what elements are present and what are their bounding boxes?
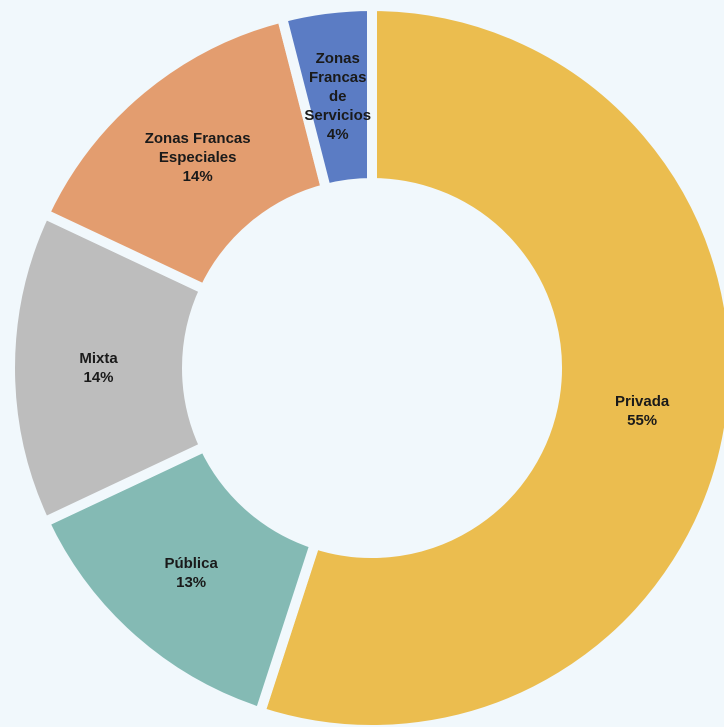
slice-label-box: Privada 55% xyxy=(597,351,687,471)
category-label: Pública xyxy=(164,555,218,573)
donut-slice xyxy=(253,0,724,727)
donut-slice xyxy=(5,207,212,529)
donut-slice xyxy=(37,440,322,719)
donut-slice xyxy=(275,0,377,195)
slice-label-box: Zonas Francas de Servicios 4% xyxy=(303,37,373,157)
slice-label-box: Pública 13% xyxy=(146,513,236,633)
value-label: 4% xyxy=(326,126,349,144)
value-label: 13% xyxy=(176,574,207,592)
category-label: Zonas Francas Especiales xyxy=(144,129,251,166)
category-label: Zonas Francas de Servicios xyxy=(304,50,372,125)
category-label: Privada xyxy=(615,392,670,410)
slice-label-box: Mixta 14% xyxy=(54,308,144,428)
donut-slice xyxy=(37,11,333,296)
category-label: Mixta xyxy=(79,350,118,367)
value-label: 14% xyxy=(83,369,114,386)
slice-label-box: Zonas Francas Especiales 14% xyxy=(128,97,268,217)
slice-label: Mixta 14% xyxy=(54,308,144,428)
value-label: 14% xyxy=(182,167,213,185)
value-label: 55% xyxy=(627,411,658,429)
